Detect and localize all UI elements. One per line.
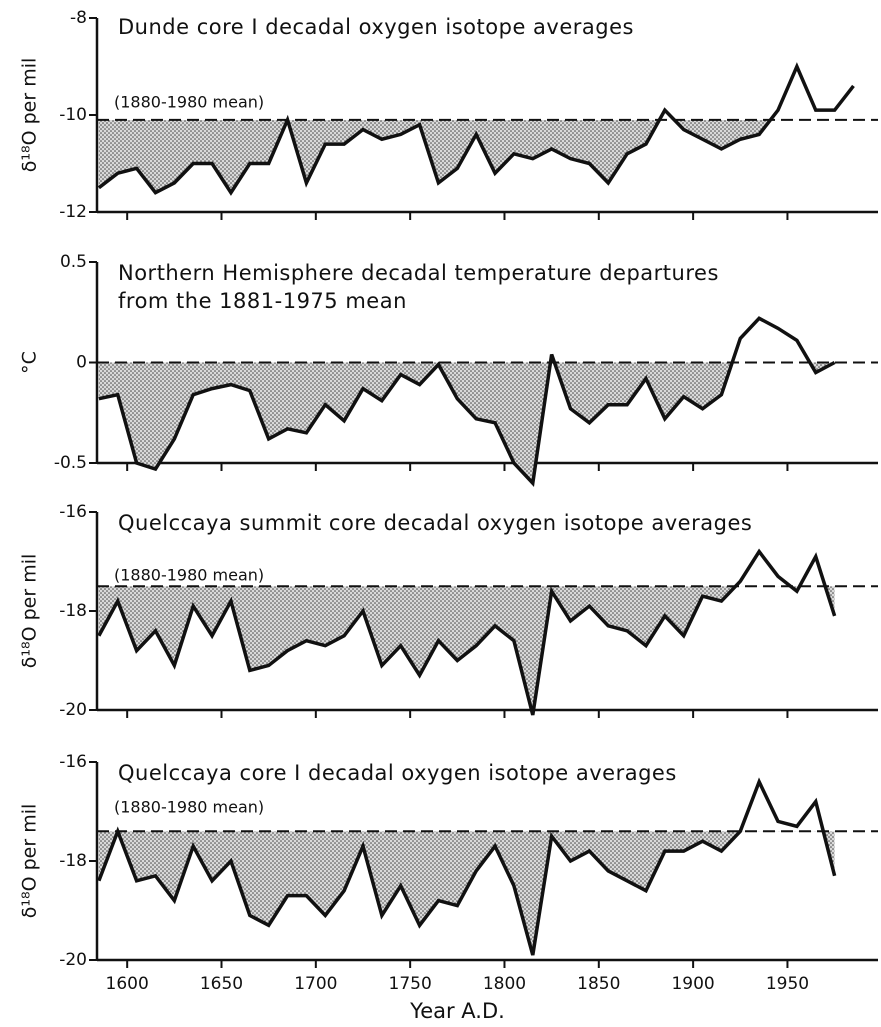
y-tick-label: -16	[59, 502, 87, 522]
shaded-area	[98, 586, 835, 715]
y-tick-label: -18	[59, 601, 87, 621]
panel-title: Dunde core I decadal oxygen isotope aver…	[118, 15, 634, 39]
x-tick-label: 1700	[294, 974, 337, 994]
y-tick-label: -16	[59, 752, 87, 772]
panel-title: Northern Hemisphere decadal temperature …	[118, 261, 719, 285]
y-tick-label: -8	[70, 8, 87, 28]
x-tick-label: 1800	[483, 974, 526, 994]
data-line	[97, 548, 837, 716]
x-tick-label: 1750	[389, 974, 432, 994]
x-tick-label: 1950	[766, 974, 809, 994]
y-axis-label: δ¹⁸O per mil	[19, 804, 41, 919]
data-line	[97, 777, 837, 956]
y-axis-label: δ¹⁸O per mil	[19, 58, 41, 173]
y-axis-label: δ¹⁸O per mil	[19, 554, 41, 669]
x-tick-label: 1900	[671, 974, 714, 994]
x-tick-label: 1650	[200, 974, 243, 994]
y-tick-label: -18	[59, 851, 87, 871]
panel-title: Quelccaya summit core decadal oxygen iso…	[118, 511, 752, 535]
y-tick-label: 0.5	[60, 252, 87, 272]
panel-subtitle: from the 1881-1975 mean	[118, 289, 407, 313]
y-tick-label: -0.5	[54, 453, 87, 473]
y-tick-label: -12	[59, 202, 87, 222]
mean-label: (1880-1980 mean)	[114, 93, 264, 112]
x-axis-label: Year A.D.	[409, 999, 505, 1023]
y-tick-label: -20	[59, 700, 87, 720]
mean-label: (1880-1980 mean)	[114, 566, 264, 585]
shaded-area	[98, 831, 835, 956]
shaded-area	[98, 362, 835, 484]
y-tick-label: 0	[76, 353, 87, 373]
y-tick-label: -20	[59, 950, 87, 970]
data-line	[97, 62, 855, 196]
data-line	[98, 316, 836, 487]
shaded-area	[98, 119, 854, 193]
y-axis-label: °C	[19, 351, 41, 374]
x-tick-label: 1600	[106, 974, 149, 994]
y-tick-label: -10	[59, 105, 87, 125]
x-tick-label: 1850	[577, 974, 620, 994]
panel-title: Quelccaya core I decadal oxygen isotope …	[118, 761, 677, 785]
mean-label: (1880-1980 mean)	[114, 798, 264, 817]
